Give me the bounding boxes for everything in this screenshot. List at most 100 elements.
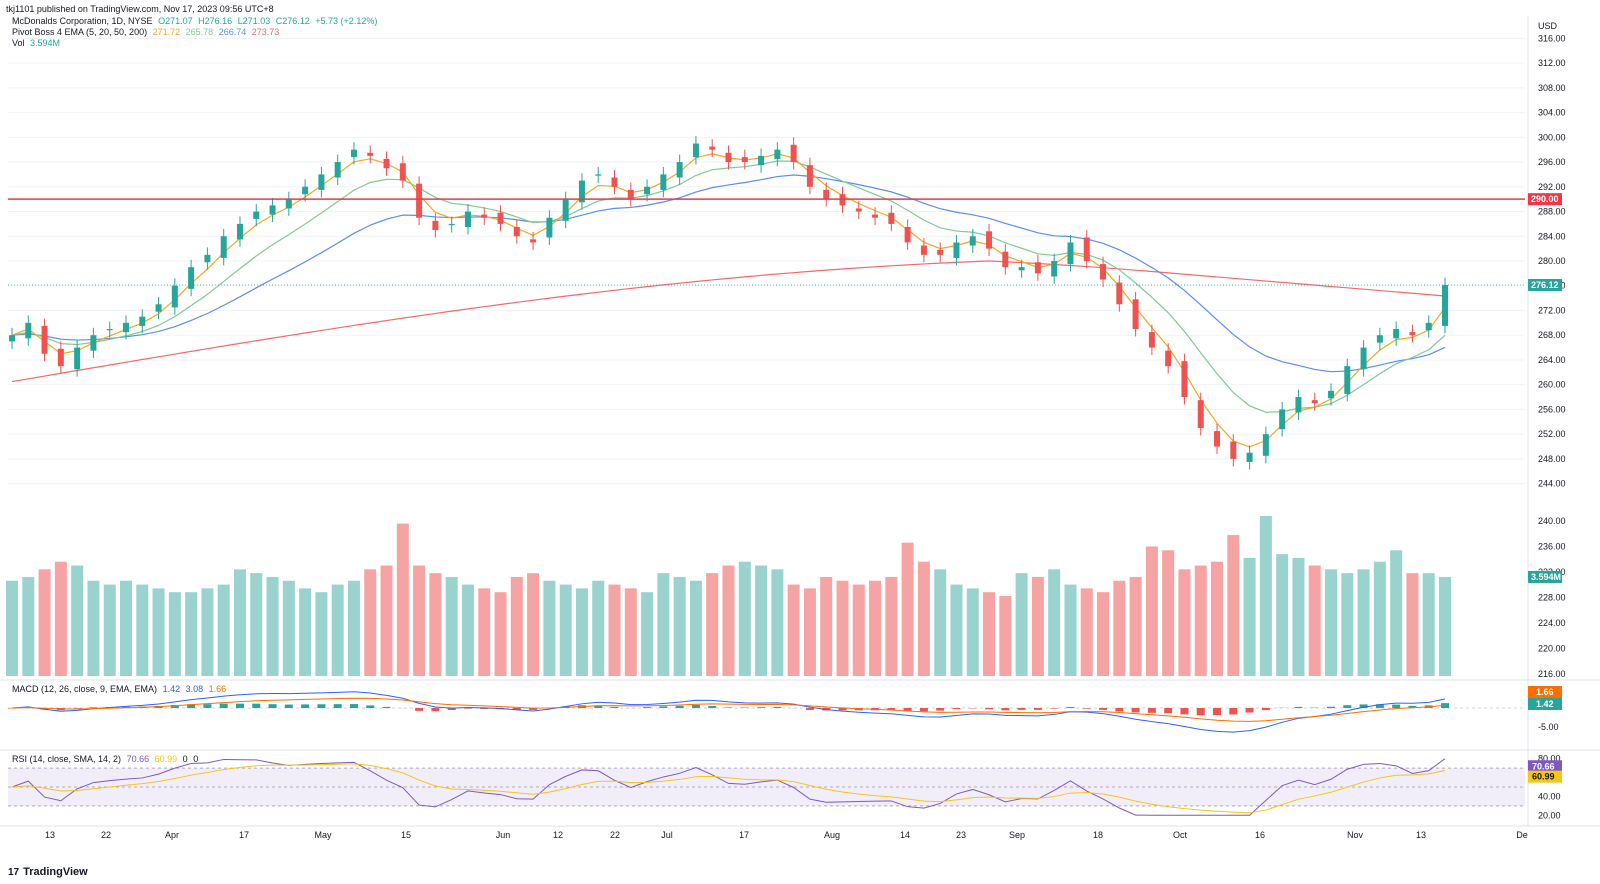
volume-bar bbox=[136, 584, 149, 676]
macd-histogram-bar bbox=[1196, 708, 1205, 716]
x-tick-label: De bbox=[1516, 830, 1528, 840]
macd-histogram-bar bbox=[1033, 708, 1042, 710]
vol-value: 3.594M bbox=[30, 38, 61, 48]
symbol-name: McDonalds Corporation, 1D, NYSE bbox=[12, 16, 153, 26]
volume-bars bbox=[6, 516, 1451, 676]
macd-histogram-bar bbox=[235, 703, 244, 708]
volume-bar bbox=[869, 580, 882, 676]
macd-histogram-bar bbox=[659, 706, 668, 708]
macd-histogram-bar bbox=[284, 704, 293, 708]
volume-bar bbox=[1325, 569, 1338, 676]
macd-histogram-bar bbox=[887, 708, 896, 711]
volume-bar bbox=[1080, 588, 1093, 676]
ema-legend: Pivot Boss 4 EMA (5, 20, 50, 200) 271.72… bbox=[12, 27, 282, 37]
volume-bar bbox=[706, 573, 719, 676]
volume-bar bbox=[934, 569, 947, 676]
candle-body bbox=[986, 231, 993, 249]
ema20-value: 265.78 bbox=[185, 27, 214, 37]
macd-histogram-bar bbox=[8, 708, 16, 709]
macd-histogram-bar bbox=[1180, 708, 1189, 715]
price-chart[interactable]: 316.00 312.00 308.00 304.00 300.00 296.00 292.… bbox=[0, 16, 1600, 862]
ema50-line bbox=[11, 174, 1446, 373]
volume-bar bbox=[445, 576, 458, 676]
candle-body bbox=[1328, 390, 1335, 399]
candle-body bbox=[41, 325, 48, 354]
price-tick-label: 264.00 bbox=[1538, 355, 1566, 365]
volume-bar bbox=[1406, 573, 1419, 676]
volume-bar bbox=[315, 592, 328, 676]
volume-bar bbox=[755, 565, 768, 676]
volume-bar bbox=[673, 576, 686, 676]
macd-histogram-bar bbox=[1229, 708, 1238, 715]
volume-bar bbox=[461, 584, 474, 676]
macd-histogram-bar bbox=[985, 708, 994, 710]
ema5-value: 271.72 bbox=[152, 27, 181, 37]
candle-body bbox=[1165, 350, 1172, 367]
macd-histogram-bar bbox=[1050, 708, 1059, 709]
candle-body bbox=[692, 143, 699, 158]
candle-body bbox=[546, 217, 553, 238]
macd-histogram-bar bbox=[724, 707, 733, 708]
macd-histogram-bar bbox=[594, 705, 603, 708]
candle-body bbox=[236, 223, 243, 240]
candle-body bbox=[1279, 409, 1286, 430]
macd-histogram-bar bbox=[1164, 708, 1173, 714]
volume-bar bbox=[641, 592, 654, 676]
macd-histogram-bar bbox=[1408, 705, 1417, 708]
volume-tick-label: 228.00 bbox=[1538, 593, 1566, 603]
macd-histogram-bar bbox=[89, 707, 98, 708]
candle-body bbox=[1230, 441, 1237, 459]
macd-histogram-bar bbox=[1213, 708, 1222, 716]
rsi-extra1: 0 bbox=[182, 754, 188, 764]
volume-bar bbox=[917, 561, 930, 676]
macd-histogram-bar bbox=[1066, 707, 1075, 708]
volume-bar bbox=[299, 588, 312, 676]
volume-bar bbox=[1243, 557, 1256, 676]
volume-bar bbox=[1162, 550, 1175, 676]
macd-label: MACD (12, 26, close, 9, EMA, EMA) bbox=[12, 684, 158, 694]
ohlc-close: C276.12 bbox=[275, 16, 310, 26]
price-tick-label: 284.00 bbox=[1538, 231, 1566, 241]
volume-bar bbox=[1031, 576, 1044, 676]
candle-body bbox=[790, 144, 797, 163]
candle-body bbox=[1034, 262, 1041, 274]
candle-body bbox=[888, 212, 895, 224]
macd-histogram-bar bbox=[773, 706, 782, 708]
volume-bar bbox=[608, 584, 621, 676]
volume-bar bbox=[250, 573, 263, 676]
price-tick-label: 300.00 bbox=[1538, 132, 1566, 142]
macd-histogram-bar bbox=[1099, 708, 1108, 710]
macd-pane bbox=[8, 691, 1525, 733]
x-tick-label: 15 bbox=[401, 830, 411, 840]
macd-histogram-bar bbox=[529, 708, 538, 710]
volume-bar bbox=[87, 580, 100, 676]
macd-histogram-bar bbox=[805, 708, 814, 710]
candle-body bbox=[855, 208, 862, 212]
macd-histogram-bar bbox=[463, 708, 472, 709]
candle-body bbox=[9, 335, 15, 342]
volume-bar bbox=[1145, 546, 1158, 676]
candle-body bbox=[334, 162, 341, 178]
volume-bar bbox=[1129, 576, 1142, 676]
volume-tick-label: 240.00 bbox=[1538, 516, 1566, 526]
rsi-label: RSI (14, close, SMA, 14, 2) bbox=[12, 754, 122, 764]
macd-histogram-bar bbox=[1082, 708, 1091, 709]
rsi-legend: RSI (14, close, SMA, 14, 2) 70.66 60.99 … bbox=[12, 754, 201, 764]
macd-histogram-bar bbox=[757, 707, 766, 708]
published-header: tkj1101 published on TradingView.com, No… bbox=[6, 4, 274, 14]
volume-bar bbox=[168, 592, 181, 676]
resistance-tag-bg bbox=[1528, 193, 1562, 206]
volume-bar bbox=[38, 569, 51, 676]
x-tick-label: Oct bbox=[1173, 830, 1188, 840]
macd-histogram-bar bbox=[317, 704, 326, 708]
candle-body bbox=[513, 226, 520, 237]
x-tick-label: 13 bbox=[1416, 830, 1426, 840]
resistance-tag: 290.00 bbox=[1531, 194, 1559, 204]
macd-hist-tag: 1.66 bbox=[1536, 687, 1554, 697]
volume-tick-label: 224.00 bbox=[1538, 618, 1566, 628]
volume-bar bbox=[1097, 592, 1110, 676]
macd-histogram-bar bbox=[1327, 706, 1336, 708]
candle-body bbox=[1360, 347, 1367, 370]
volume-bar bbox=[1439, 576, 1451, 676]
candle-body bbox=[774, 149, 781, 159]
